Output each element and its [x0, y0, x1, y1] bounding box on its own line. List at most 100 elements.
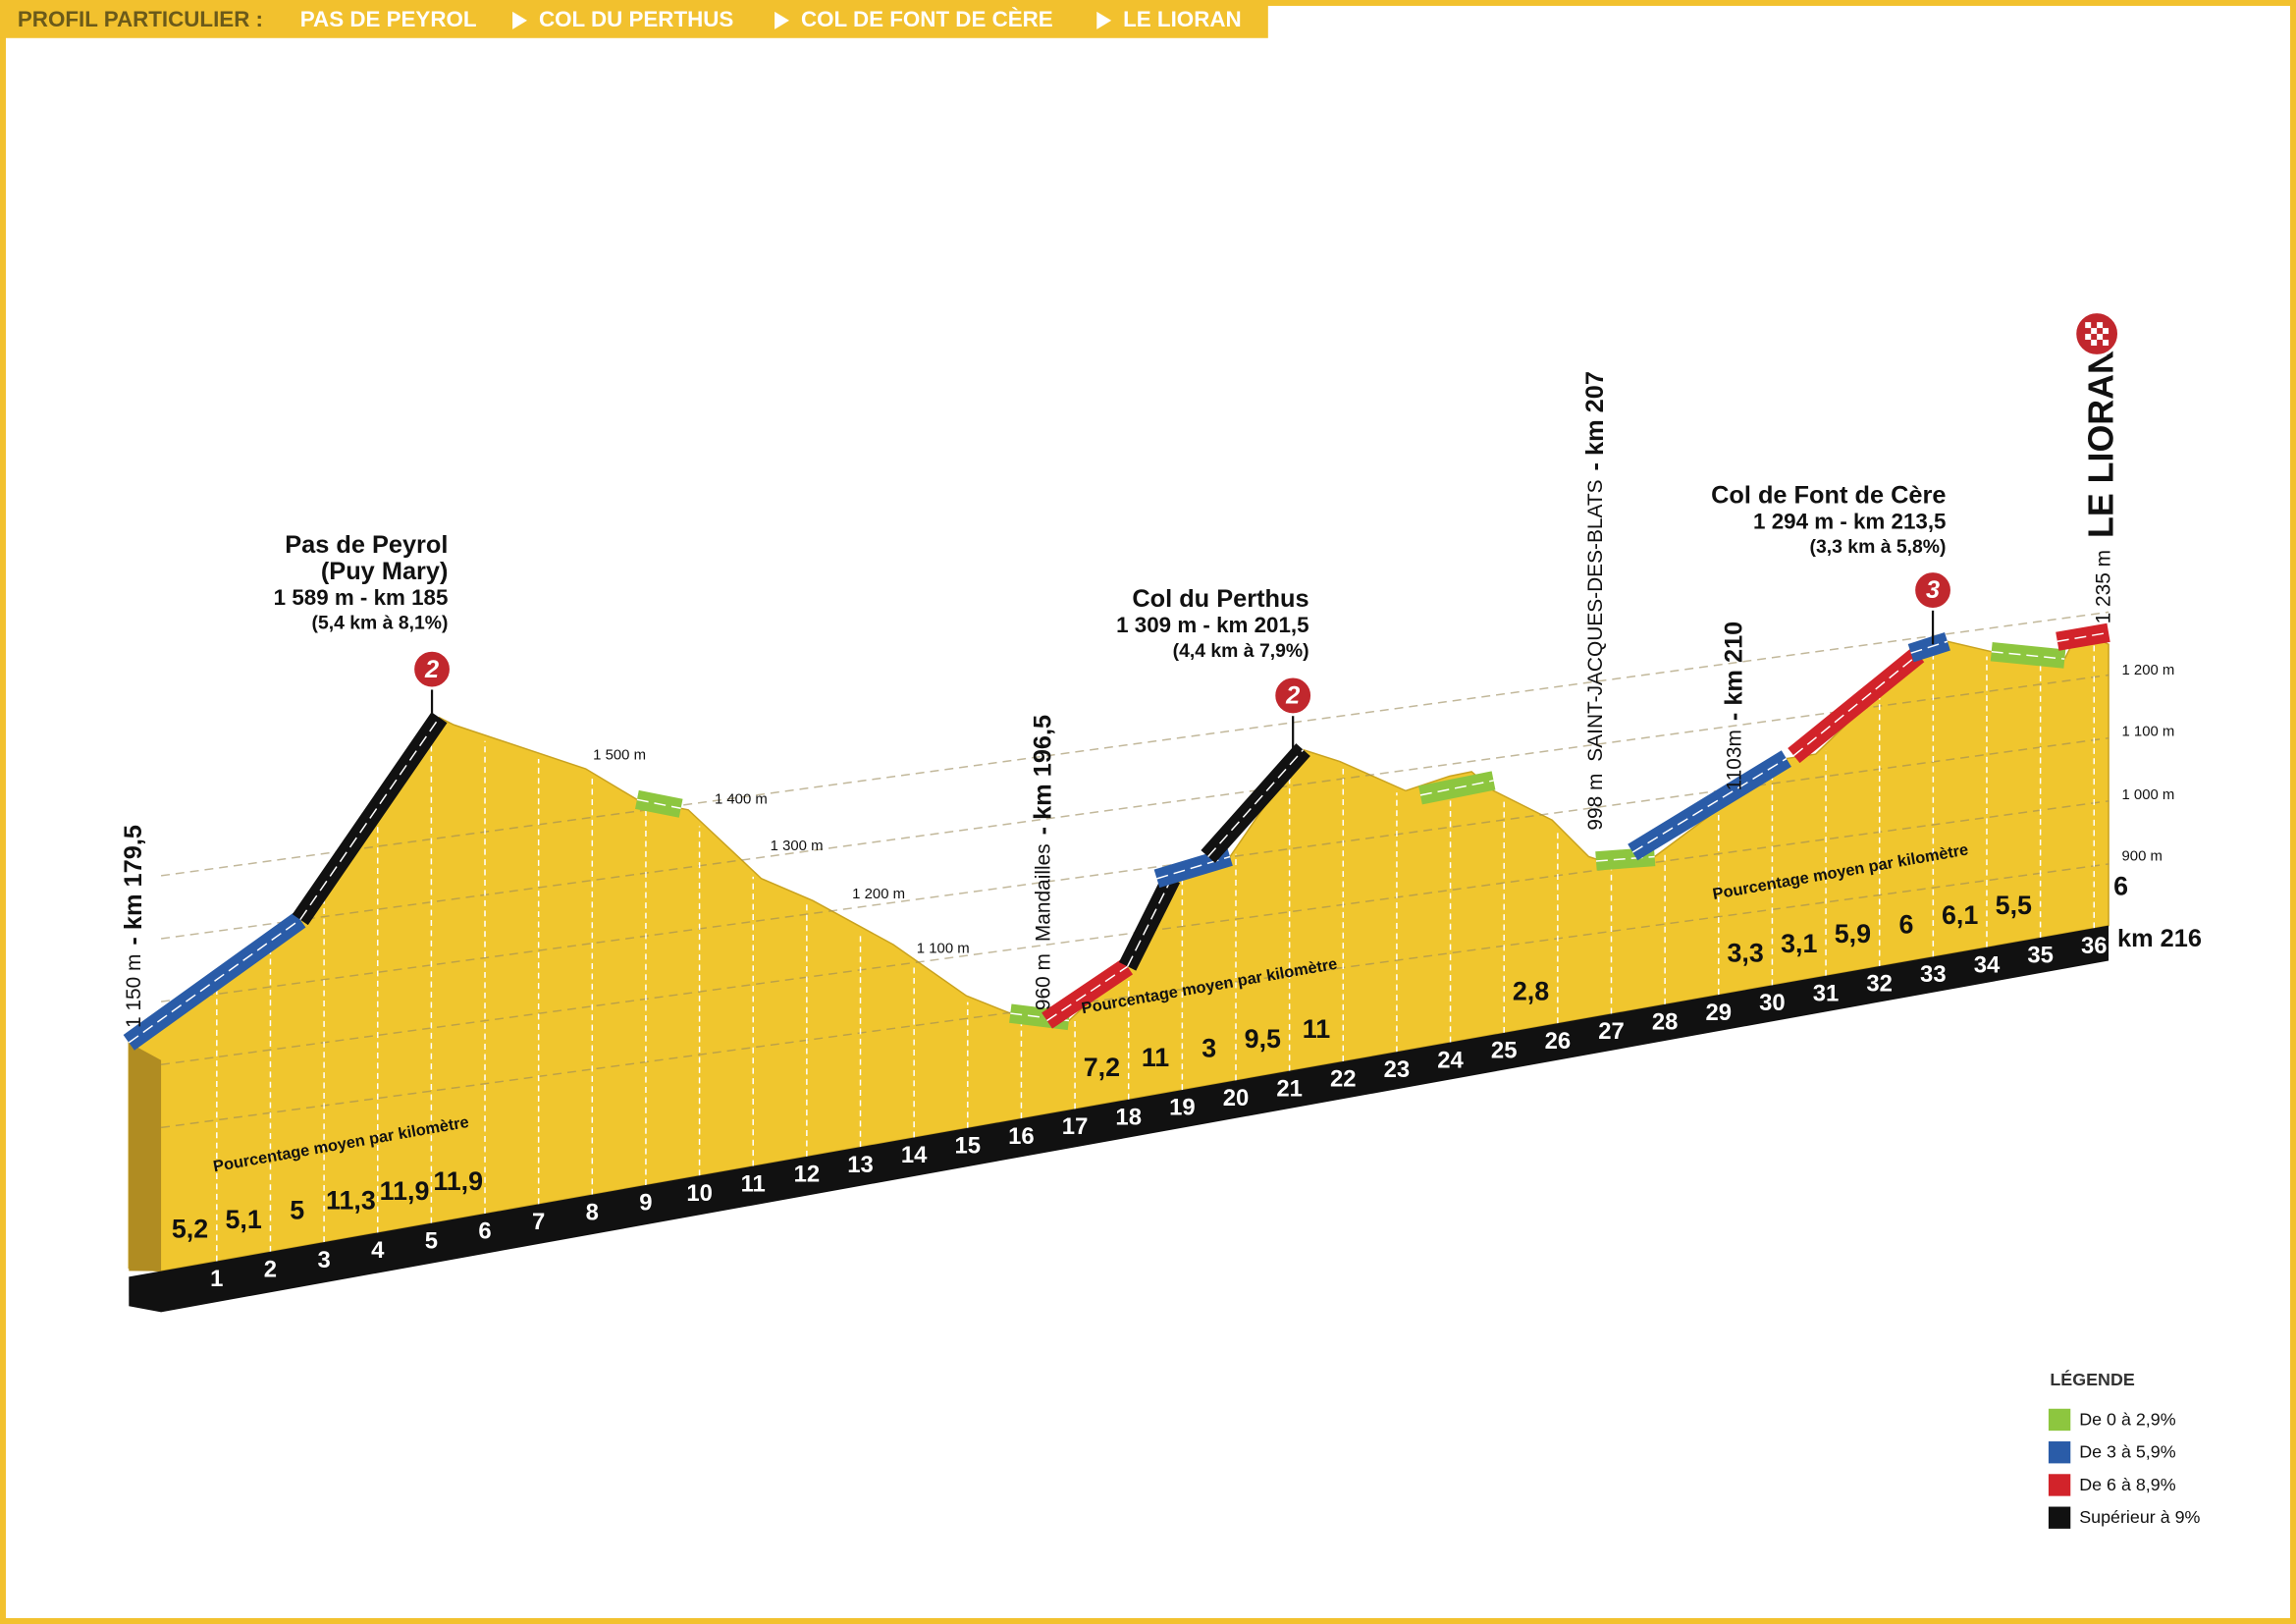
- km-gradient: 5,1: [225, 1205, 261, 1234]
- km-marker: 3: [317, 1247, 330, 1273]
- finish-name: LE LIORAN: [2082, 349, 2121, 538]
- km-marker: 23: [1384, 1056, 1411, 1083]
- km-gradient: 11,9: [380, 1176, 430, 1206]
- km-gradient: 5,2: [172, 1215, 208, 1244]
- legend-swatch: [2048, 1408, 2071, 1432]
- header: PROFIL PARTICULIER : PAS DE PEYROL COL DU …: [18, 7, 1242, 31]
- km-marker: 4: [371, 1237, 385, 1264]
- legend-swatch: [2048, 1474, 2071, 1496]
- km-marker: 5: [425, 1227, 438, 1254]
- contour-line: [160, 736, 2109, 1002]
- km-gradient: 11,9: [433, 1166, 483, 1196]
- climb-category: 2: [1285, 682, 1300, 710]
- km-marker: 29: [1705, 1000, 1732, 1026]
- segment-centerline: [1207, 749, 1305, 857]
- altitude-scale: 900 m: [2121, 848, 2162, 864]
- km-gradient: 5,5: [1996, 891, 2032, 920]
- header-arrow: [512, 11, 528, 29]
- climb-gradient: (4,4 km à 7,9%): [1173, 640, 1309, 662]
- waypoint-label: 998 m SAINT-JACQUES-DES-BLATS - km 207: [1581, 371, 1609, 831]
- km-marker: 8: [586, 1199, 599, 1225]
- altitude-label: 1 400 m: [715, 791, 768, 807]
- finish-check: [2091, 328, 2098, 335]
- legend-title: LÉGENDE: [2050, 1369, 2134, 1389]
- climb-summit: 1 589 m - km 185: [274, 585, 449, 610]
- header-route: LE LIORAN: [1123, 7, 1242, 31]
- km-marker: 20: [1223, 1085, 1250, 1111]
- finish-check: [2097, 322, 2104, 329]
- km-marker: 26: [1545, 1028, 1572, 1055]
- segment-centerline: [1631, 757, 1788, 853]
- waypoint-km: - km 207: [1581, 371, 1609, 470]
- header-route: COL DU PERTHUS: [539, 7, 733, 31]
- km-marker: 31: [1813, 980, 1840, 1006]
- header-arrow: [774, 11, 790, 29]
- segment-centerline: [299, 717, 441, 921]
- km-gradient: 11: [1303, 1014, 1330, 1044]
- km-marker: 22: [1330, 1066, 1357, 1093]
- km-gradient: 11: [1142, 1043, 1169, 1072]
- header-arrow: [1096, 11, 1112, 29]
- waypoint-elevation: 998 m: [1583, 774, 1606, 831]
- waypoint-elevation: 960 m: [1032, 953, 1054, 1010]
- km-gradient: 3: [1201, 1034, 1216, 1063]
- finish-check: [2085, 334, 2092, 341]
- legend-label: De 0 à 2,9%: [2079, 1409, 2175, 1429]
- contour-line: [160, 863, 2109, 1129]
- finish-check: [2097, 334, 2104, 341]
- km-gradient: 3,3: [1727, 939, 1763, 968]
- km-marker: 16: [1008, 1123, 1035, 1150]
- segment-centerline: [128, 919, 301, 1044]
- km-marker: 27: [1598, 1018, 1625, 1045]
- km-marker: 34: [1974, 951, 2001, 978]
- segment-centerline: [1792, 654, 1919, 757]
- km-marker: 13: [847, 1152, 874, 1178]
- km-gradient: 6: [2113, 872, 2128, 901]
- km-marker: 25: [1491, 1038, 1518, 1064]
- segment-centerline: [1910, 640, 1949, 654]
- climb-summit: 1 309 m - km 201,5: [1116, 613, 1308, 637]
- km-marker: 24: [1437, 1047, 1464, 1073]
- km-marker: 15: [955, 1133, 982, 1160]
- segment-centerline: [1156, 855, 1231, 880]
- climb-name: Col de Font de Cère: [1711, 481, 1946, 509]
- finish-label: 1 235 m LE LIORAN: [2082, 349, 2121, 623]
- climb-summit: 1 294 m - km 213,5: [1753, 509, 1946, 533]
- km-gradient: 6: [1899, 910, 1914, 940]
- waypoint-elevation: 1 150 m: [123, 954, 145, 1028]
- profile-layer: PROFIL PARTICULIER : PAS DE PEYROL COL DU …: [18, 7, 2202, 1529]
- km-gradient: 9,5: [1245, 1024, 1281, 1054]
- climb-category: 2: [424, 656, 439, 683]
- climb-category: 3: [1926, 576, 1940, 604]
- km-marker: 12: [794, 1162, 821, 1188]
- km-gradient: 5,9: [1835, 919, 1871, 948]
- finish-elevation: 1 235 m: [2092, 550, 2114, 623]
- km-marker: 28: [1652, 1009, 1679, 1036]
- km-marker: 19: [1169, 1095, 1196, 1121]
- altitude-label: 1 200 m: [852, 887, 905, 902]
- header-bar: [0, 0, 1268, 38]
- finish-km: km 216: [2117, 925, 2202, 952]
- segment-centerline: [1595, 855, 1655, 862]
- km-marker: 10: [686, 1180, 713, 1207]
- finish-check: [2085, 322, 2092, 329]
- altitude-scale: 1 200 m: [2121, 663, 2174, 678]
- km-gradient: 2,8: [1513, 976, 1549, 1005]
- km-marker: 7: [532, 1209, 545, 1235]
- km-marker: 11: [741, 1170, 766, 1197]
- km-gradient: 7,2: [1084, 1053, 1120, 1082]
- climb-gradient: (3,3 km à 5,8%): [1810, 536, 1947, 558]
- legend-label: De 3 à 5,9%: [2079, 1442, 2175, 1462]
- km-marker: 9: [639, 1190, 652, 1217]
- waypoint-km: - km 179,5: [120, 825, 147, 946]
- km-marker: 32: [1866, 971, 1893, 998]
- finish-check: [2103, 340, 2109, 346]
- km-marker: 2: [264, 1256, 277, 1282]
- km-gradient: 3,1: [1781, 929, 1817, 958]
- km-gradient: 11,3: [326, 1186, 376, 1216]
- climb-name: Pas de Peyrol: [285, 531, 448, 559]
- header-route: PAS DE PEYROL: [300, 7, 477, 31]
- km-marker: 36: [2081, 933, 2108, 959]
